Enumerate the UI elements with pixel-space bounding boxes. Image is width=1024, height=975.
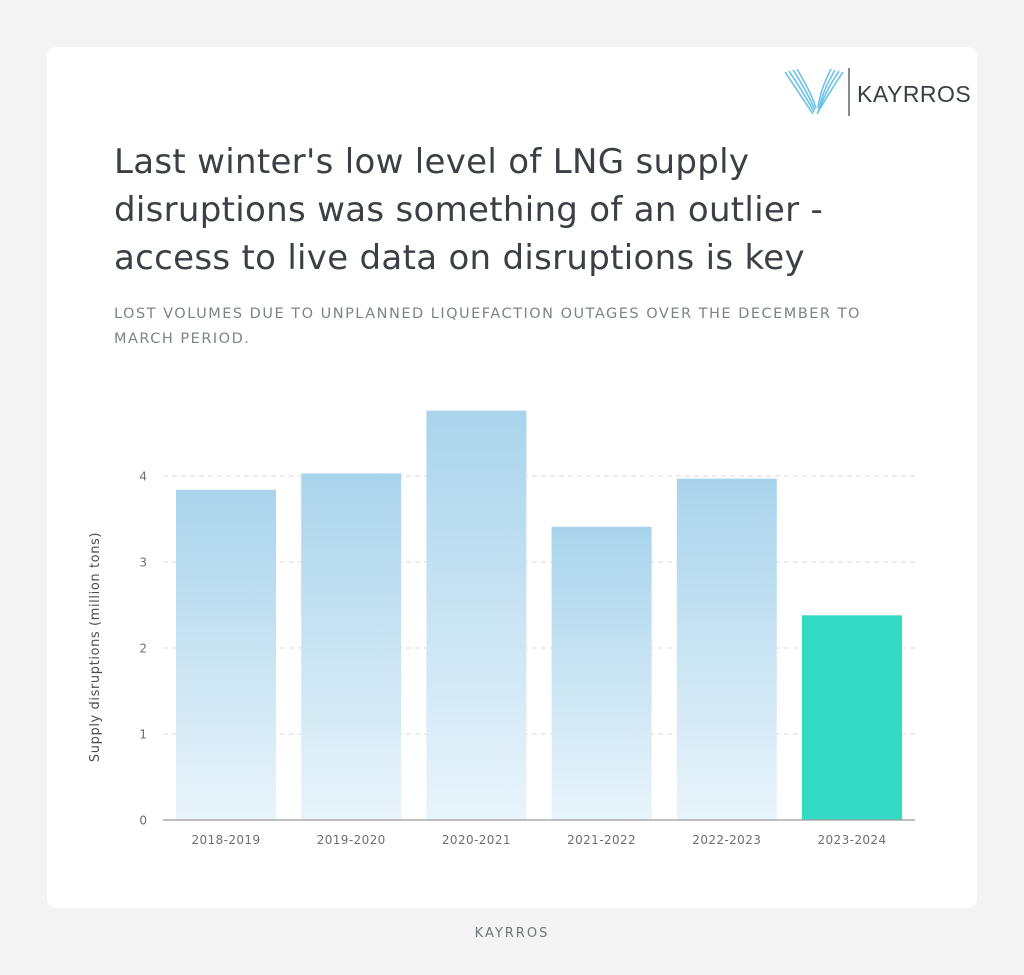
- footer-brand: KAYRROS: [474, 926, 550, 941]
- kayrros-logo: KAYRROS: [783, 66, 971, 118]
- y-tick-label: 4: [139, 470, 147, 484]
- y-tick-label: 3: [139, 556, 147, 570]
- bar: [301, 473, 402, 820]
- bar: [426, 410, 527, 820]
- wings-logo-icon: [784, 68, 850, 116]
- axes: 0 1 2 3 4 2018-2019 2019-2020 2020-2021 2021-202…: [139, 470, 915, 847]
- bar: [176, 489, 276, 820]
- x-tick-label: 2020-2021: [442, 833, 511, 847]
- x-tick-label: 2018-2019: [191, 833, 260, 847]
- bar: [802, 615, 902, 820]
- x-tick-label: 2019-2020: [317, 833, 386, 847]
- x-tick-label: 2022-2023: [692, 833, 761, 847]
- y-tick-label: 2: [139, 642, 147, 656]
- x-tick-label: 2021-2022: [567, 833, 636, 847]
- bar: [551, 526, 652, 820]
- bars: [176, 410, 902, 820]
- x-tick-label: 2023-2024: [817, 833, 886, 847]
- y-tick-label: 0: [139, 814, 147, 828]
- chart-subtitle: LOST VOLUMES DUE TO UNPLANNED LIQUEFACTI…: [114, 306, 861, 347]
- y-tick-label: 1: [139, 728, 147, 742]
- y-axis-label: Supply disruptions (million tons): [88, 532, 103, 762]
- logo-text: KAYRROS: [857, 81, 972, 107]
- chart-title: Last winter's low level of LNG supply di…: [114, 142, 824, 278]
- bar: [676, 478, 777, 820]
